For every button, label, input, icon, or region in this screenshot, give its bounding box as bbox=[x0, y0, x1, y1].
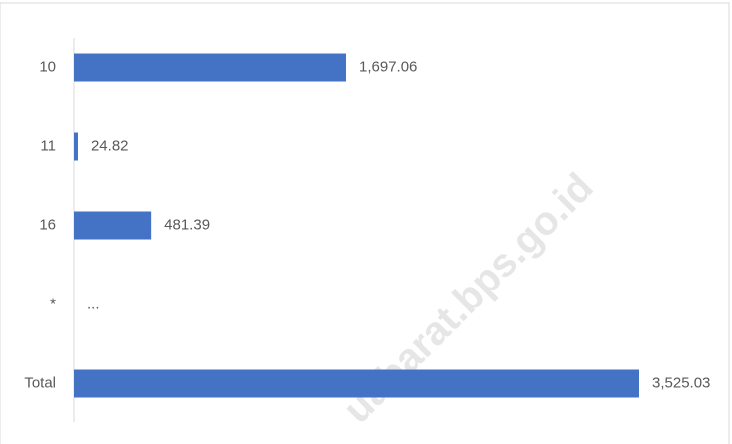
bar bbox=[74, 53, 347, 82]
bar bbox=[74, 211, 152, 240]
value-label: ... bbox=[87, 295, 100, 312]
y-tick-label: 11 bbox=[40, 137, 56, 154]
value-label: 3,525.03 bbox=[652, 374, 710, 391]
bar bbox=[74, 132, 78, 161]
y-tick-label: 10 bbox=[39, 58, 56, 75]
y-tick-label: Total bbox=[24, 374, 56, 391]
value-label: 24.82 bbox=[91, 137, 129, 154]
y-tick-label: * bbox=[50, 295, 56, 312]
value-label: 1,697.06 bbox=[359, 58, 417, 75]
y-tick-label: 16 bbox=[39, 216, 56, 233]
value-label: 481.39 bbox=[164, 216, 210, 233]
bar bbox=[74, 369, 639, 398]
